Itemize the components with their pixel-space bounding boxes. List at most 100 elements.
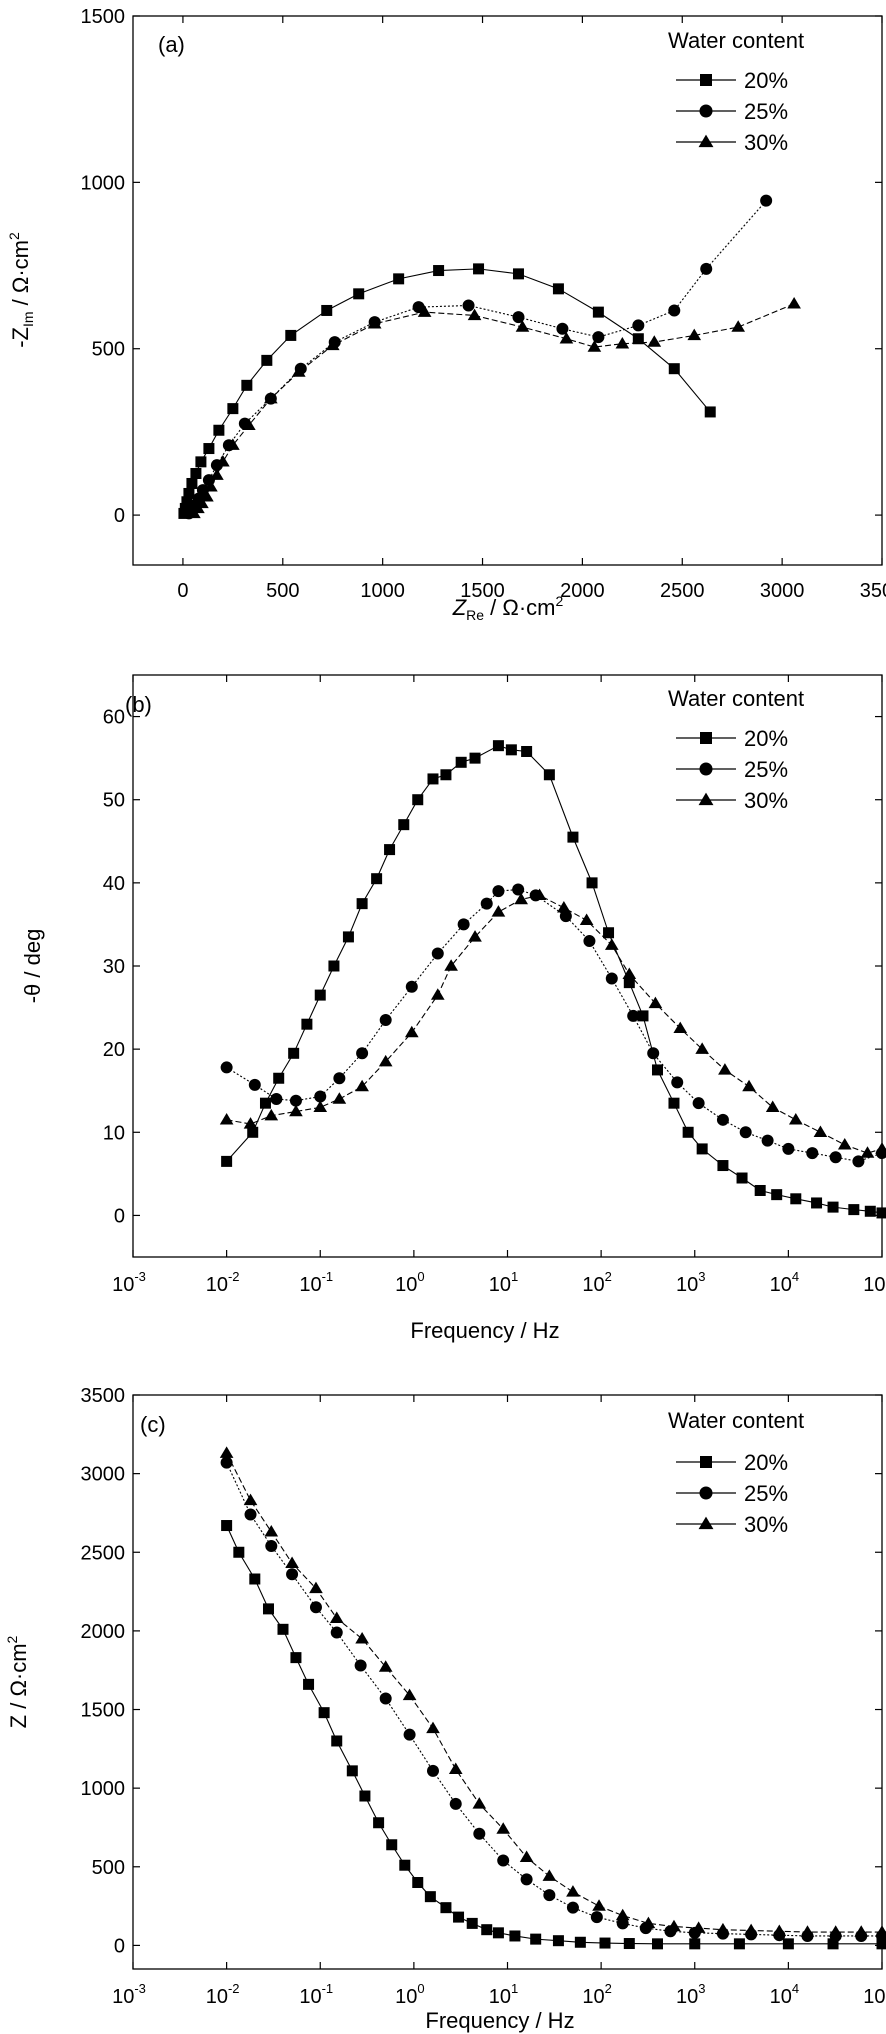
data-point-square: [521, 745, 533, 757]
data-point-circle: [270, 1093, 283, 1106]
data-point-square: [221, 1520, 233, 1532]
data-point-triangle: [263, 391, 278, 404]
y-axis-label: -θ / deg: [20, 929, 45, 1004]
legend-entries: 20% 25% 30%: [676, 68, 788, 155]
y-axis-label: -ZIm / Ω·cm2: [6, 232, 36, 348]
data-point-square: [183, 487, 195, 499]
legend-title: Water content: [668, 28, 804, 53]
data-point-square: [469, 752, 481, 764]
data-point-circle: [761, 1134, 774, 1147]
x-label-text: Z: [452, 595, 468, 620]
series-line-20pct: [226, 1525, 882, 1945]
x-tick-label: 3000: [760, 580, 805, 602]
data-point-triangle: [647, 335, 662, 347]
data-point-square: [399, 1859, 411, 1871]
data-point-square: [512, 268, 524, 280]
x-label-subscript: Re: [466, 607, 484, 623]
data-point-square: [213, 424, 225, 436]
data-point-square: [717, 1160, 729, 1172]
data-point-circle: [379, 1014, 392, 1027]
y-tick-label: 3500: [81, 1385, 126, 1407]
panel-label: (b): [125, 692, 152, 717]
x-tick-label: 10-2: [206, 1981, 240, 2008]
x-tick-label: 1000: [360, 580, 405, 602]
data-point-triangle: [264, 1525, 279, 1537]
svg-text:-ZIm / Ω·cm2: -ZIm / Ω·cm2: [6, 232, 36, 348]
data-point-circle: [782, 1142, 795, 1155]
data-point-triangle: [837, 1137, 852, 1150]
x-label-unit: / Ω·cm: [484, 595, 555, 620]
series-line-25pct: [226, 888, 883, 1162]
data-point-square: [433, 265, 445, 277]
data-point-square: [195, 456, 207, 468]
data-point-triangle: [687, 328, 702, 341]
data-point-triangle: [587, 340, 602, 352]
y-tick-label: 1500: [81, 1700, 126, 1722]
y-label-text: -Z: [8, 327, 33, 348]
x-tick-label: 101: [489, 1981, 518, 2008]
data-point-square: [331, 1735, 343, 1747]
data-point-circle: [739, 1126, 752, 1139]
y-axis-ticks: 0 10 20 30 40 50 60: [103, 707, 882, 1227]
legend-entries: 20% 25% 30%: [676, 726, 788, 813]
legend-marker-square: [700, 74, 712, 86]
data-point-square: [827, 1938, 839, 1950]
data-point-square: [285, 329, 297, 341]
data-point-triangle: [378, 1054, 393, 1067]
data-point-circle: [457, 918, 470, 931]
legend-label: 20%: [744, 1450, 788, 1475]
series-line-30pct: [193, 303, 795, 514]
data-point-square: [249, 1573, 261, 1585]
data-point-triangle: [718, 1063, 732, 1075]
data-point-triangle: [532, 888, 547, 901]
data-point-square: [771, 1189, 783, 1201]
data-point-triangle: [291, 365, 306, 377]
data-point-triangle: [875, 1142, 886, 1154]
data-point-square: [261, 354, 273, 366]
y-tick-label: 0: [114, 1205, 125, 1227]
data-point-square: [455, 756, 467, 768]
y-tick-label: 20: [103, 1039, 125, 1061]
y-tick-label: 60: [103, 707, 125, 729]
data-series-group: [219, 740, 886, 1219]
x-tick-label: 104: [770, 1269, 799, 1296]
data-point-circle: [512, 883, 525, 896]
data-point-square: [359, 1790, 371, 1802]
data-point-square: [233, 1546, 245, 1558]
data-point-triangle: [519, 1850, 534, 1863]
x-axis-label: Frequency / Hz: [425, 2008, 574, 2033]
data-point-circle: [806, 1147, 819, 1160]
legend-title: Water content: [668, 1408, 804, 1433]
data-point-circle: [605, 972, 618, 985]
data-point-circle: [829, 1151, 842, 1164]
panel-label: (a): [158, 32, 185, 57]
data-point-triangle: [285, 1556, 299, 1568]
data-point-triangle: [448, 1762, 463, 1774]
data-point-triangle: [219, 1446, 234, 1458]
series-line-25pct: [188, 200, 767, 514]
legend-marker-square: [700, 732, 712, 744]
data-point-triangle: [426, 1721, 440, 1734]
data-point-circle: [333, 1072, 346, 1085]
x-tick-label: 104: [770, 1981, 799, 2008]
data-point-triangle: [542, 1869, 557, 1881]
data-point-square: [424, 1891, 436, 1903]
y-axis-ticks: 0 500 1000 1500 2000 2500 3000 3500: [81, 1385, 882, 1957]
x-tick-label: 3500: [860, 580, 886, 602]
y-label-text: Z / Ω·cm: [6, 1643, 31, 1728]
data-point-triangle: [716, 1922, 730, 1935]
data-point-triangle: [472, 1797, 487, 1809]
y-label-superscript: 2: [6, 232, 22, 240]
y-tick-label: 30: [103, 956, 125, 978]
data-point-square: [505, 744, 517, 756]
data-point-triangle: [800, 1925, 815, 1937]
data-point-square: [586, 877, 598, 889]
data-point-square: [782, 1938, 794, 1950]
data-point-triangle: [854, 1925, 869, 1937]
data-point-square: [241, 379, 253, 391]
data-point-triangle: [765, 1100, 780, 1113]
data-point-triangle: [695, 1042, 709, 1054]
